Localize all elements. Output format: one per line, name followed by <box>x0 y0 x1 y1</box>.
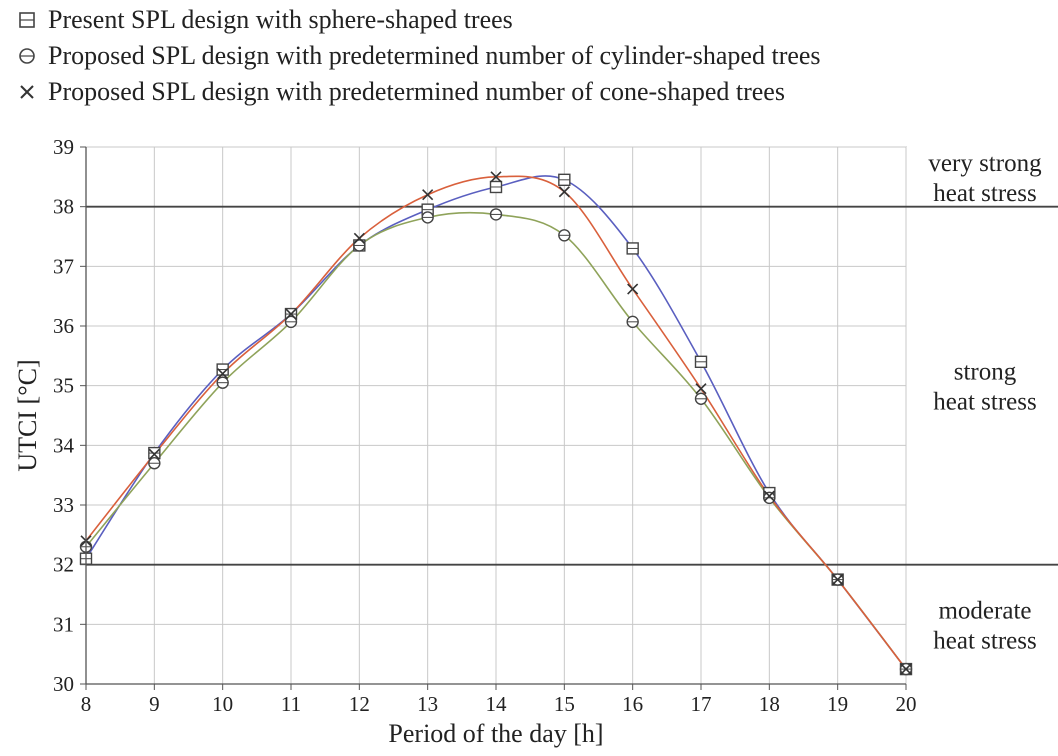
zone-label: heat stress <box>933 627 1036 654</box>
y-tick-label: 36 <box>53 314 74 338</box>
y-tick-label: 32 <box>53 553 74 577</box>
axes <box>80 146 907 690</box>
data-point-cross <box>763 490 775 502</box>
y-tick-label: 30 <box>53 672 74 696</box>
data-point-circle <box>148 457 161 470</box>
y-tick-label: 37 <box>53 254 74 278</box>
legend-item-cylinder: Proposed SPL design with predetermined n… <box>14 38 821 74</box>
y-tick-label: 31 <box>53 612 74 636</box>
x-axis-title: Period of the day [h] <box>388 719 603 748</box>
data-point-circle <box>216 376 229 389</box>
x-tick-label: 12 <box>349 692 370 716</box>
x-tick-label: 15 <box>554 692 575 716</box>
data-point-cross <box>695 383 707 395</box>
legend-label-cone: Proposed SPL design with predetermined n… <box>48 77 785 106</box>
data-point-circle <box>421 211 434 224</box>
legend-label-sphere: Present SPL design with sphere-shaped tr… <box>48 5 513 34</box>
y-tick-label: 33 <box>53 493 74 517</box>
data-point-square <box>694 355 708 368</box>
zone-label: very strong <box>928 150 1042 177</box>
x-tick-label: 14 <box>486 692 508 716</box>
y-tick-label: 34 <box>53 433 75 457</box>
data-point-square <box>558 173 571 187</box>
x-tick-label: 19 <box>827 692 848 716</box>
data-point-square <box>626 242 639 255</box>
data-point-square <box>148 446 161 460</box>
data-point-circle <box>284 315 298 329</box>
legend-item-sphere: Present SPL design with sphere-shaped tr… <box>14 2 821 38</box>
data-point-cross <box>353 232 365 244</box>
x-tick-label: 17 <box>691 692 712 716</box>
data-markers <box>79 171 913 676</box>
data-point-cross <box>832 574 844 586</box>
circle-marker-icon <box>19 48 35 64</box>
grid <box>85 146 907 685</box>
data-point-circle <box>626 315 639 329</box>
data-point-circle <box>694 392 708 405</box>
cross-marker-icon <box>20 85 34 99</box>
x-tick-label: 18 <box>759 692 780 716</box>
square-marker-icon <box>19 12 35 28</box>
y-tick-label: 35 <box>53 374 74 398</box>
y-tick-label: 38 <box>53 195 74 219</box>
x-tick-label: 10 <box>212 692 233 716</box>
zone-label: strong <box>954 359 1017 386</box>
y-axis-title: UTCI [°C] <box>13 359 42 471</box>
zone-label: heat stress <box>933 180 1036 207</box>
legend-label-cylinder: Proposed SPL design with predetermined n… <box>48 41 821 70</box>
zone-label: heat stress <box>933 389 1036 416</box>
threshold-lines <box>86 205 1058 566</box>
x-tick-label: 11 <box>281 692 301 716</box>
x-tick-label: 8 <box>81 692 92 716</box>
data-point-circle <box>353 239 366 252</box>
data-point-cross <box>285 308 297 320</box>
x-tick-label: 20 <box>896 692 917 716</box>
labels: 8 9 10 11 12 13 14 15 16 17 18 19 20 30 31 32 33 34 35 36 37… <box>13 135 1042 748</box>
data-point-circle <box>763 491 776 505</box>
data-point-cross <box>627 283 639 295</box>
x-tick-label: 9 <box>149 692 160 716</box>
y-tick-label: 39 <box>53 135 74 159</box>
data-point-cross <box>422 189 434 201</box>
data-point-circle <box>489 208 503 221</box>
data-point-cross <box>900 663 912 675</box>
zone-label: moderate <box>938 597 1031 624</box>
x-tick-label: 13 <box>417 692 438 716</box>
data-point-square <box>489 180 503 194</box>
chart-legend: Present SPL design with sphere-shaped tr… <box>14 2 821 110</box>
data-point-cross <box>148 448 160 460</box>
data-point-cross <box>490 171 502 183</box>
data-point-circle <box>558 229 571 242</box>
x-tick-label: 16 <box>622 692 643 716</box>
data-point-cross <box>217 368 229 380</box>
legend-item-cone: Proposed SPL design with predetermined n… <box>14 74 821 110</box>
data-point-cross <box>558 186 570 198</box>
